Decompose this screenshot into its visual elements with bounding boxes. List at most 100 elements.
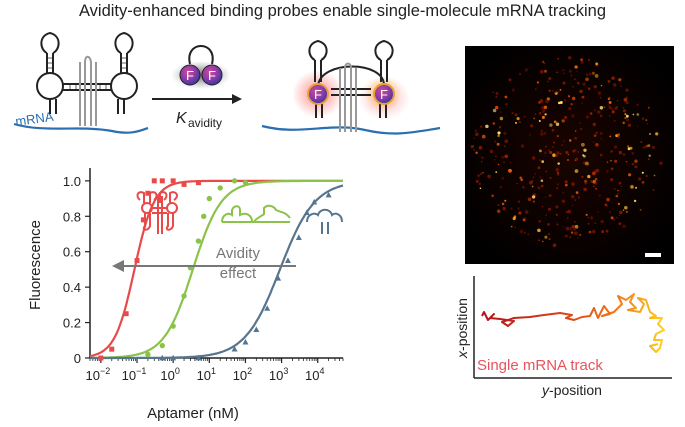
speckle: [645, 119, 648, 122]
speckle: [527, 197, 532, 202]
speckle: [540, 129, 544, 133]
data-point: [295, 234, 302, 240]
speckle: [631, 151, 635, 155]
speckle: [518, 211, 522, 215]
speckle: [543, 108, 546, 111]
speckle: [574, 65, 578, 69]
speckle: [606, 161, 609, 163]
speckle: [548, 233, 550, 235]
speckle: [618, 214, 621, 217]
speckle: [545, 145, 547, 148]
speckle: [585, 73, 589, 76]
mrna-trajectory: [481, 293, 665, 353]
speckle: [496, 142, 500, 146]
speckle: [481, 156, 484, 159]
speckle: [477, 174, 481, 178]
speckle: [492, 108, 497, 113]
speckle: [595, 187, 598, 190]
speckle: [599, 132, 603, 135]
speckle: [481, 134, 486, 139]
data-point: [217, 185, 223, 191]
x-tick-label: 102: [233, 366, 252, 383]
single-mrna-track-label: Single mRNA track: [477, 357, 603, 374]
speckle: [608, 101, 612, 104]
speckle: [502, 206, 506, 211]
speckle: [579, 122, 581, 124]
speckle: [504, 199, 507, 202]
speckle: [548, 89, 551, 92]
fluorescence-speckles: [470, 56, 663, 248]
speckle: [519, 72, 522, 75]
speckle: [551, 145, 555, 149]
data-point: [170, 354, 177, 361]
speckle: [577, 196, 580, 199]
speckle: [556, 172, 559, 174]
speckle: [616, 216, 618, 219]
speckle: [611, 76, 615, 80]
speckle: [591, 171, 595, 175]
data-point: [231, 345, 238, 352]
speckle: [559, 101, 563, 104]
speckle: [651, 145, 655, 149]
speckle: [532, 156, 536, 160]
speckle: [516, 117, 520, 121]
x-tick-label: 10−1: [122, 366, 147, 383]
speckle: [583, 187, 587, 192]
speckle: [581, 175, 584, 178]
speckle: [538, 219, 542, 223]
speckle: [580, 127, 583, 130]
speckle: [647, 158, 650, 161]
speckle: [574, 130, 577, 132]
speckle: [627, 147, 631, 151]
speckle: [585, 182, 588, 184]
speckle: [482, 171, 484, 174]
data-point: [109, 346, 115, 352]
speckle: [624, 113, 627, 116]
speckle: [620, 185, 623, 188]
speckle: [593, 85, 597, 89]
speckle: [574, 224, 579, 229]
speckle: [585, 115, 590, 119]
speckle: [556, 223, 559, 226]
speckle: [562, 192, 564, 194]
speckle: [557, 57, 559, 60]
speckle: [534, 88, 537, 91]
x-tick-label: 10−2: [86, 366, 111, 383]
speckle: [516, 182, 518, 185]
speckle: [588, 230, 592, 234]
bound-letter-left: F: [314, 87, 322, 102]
speckle: [559, 89, 562, 91]
speckle: [522, 186, 525, 189]
speckle: [615, 105, 618, 109]
speckle: [585, 213, 588, 216]
speckle: [556, 187, 559, 190]
y-tick-label: 0.6: [63, 245, 81, 260]
speckle: [579, 233, 582, 236]
speckle: [569, 139, 572, 142]
speckle: [548, 149, 551, 152]
speckle: [587, 216, 590, 219]
speckle: [624, 116, 627, 120]
speckle: [495, 171, 498, 173]
speckle: [552, 153, 556, 157]
speckle: [618, 78, 622, 82]
speckle: [629, 146, 633, 150]
speckle: [645, 145, 648, 148]
speckle: [491, 194, 494, 198]
speckle: [614, 159, 618, 163]
speckle: [631, 162, 635, 166]
speckle: [475, 179, 479, 183]
chart-curves: [89, 179, 344, 360]
data-point: [98, 355, 104, 361]
speckle: [562, 81, 566, 85]
speckle: [531, 185, 534, 188]
speckle: [597, 91, 602, 95]
speckle: [540, 179, 544, 182]
speckle: [520, 144, 525, 148]
speckle: [551, 128, 555, 132]
speckle: [590, 180, 593, 183]
speckle: [647, 144, 651, 148]
speckle: [585, 77, 589, 82]
speckle: [618, 181, 622, 185]
speckle: [595, 143, 599, 147]
